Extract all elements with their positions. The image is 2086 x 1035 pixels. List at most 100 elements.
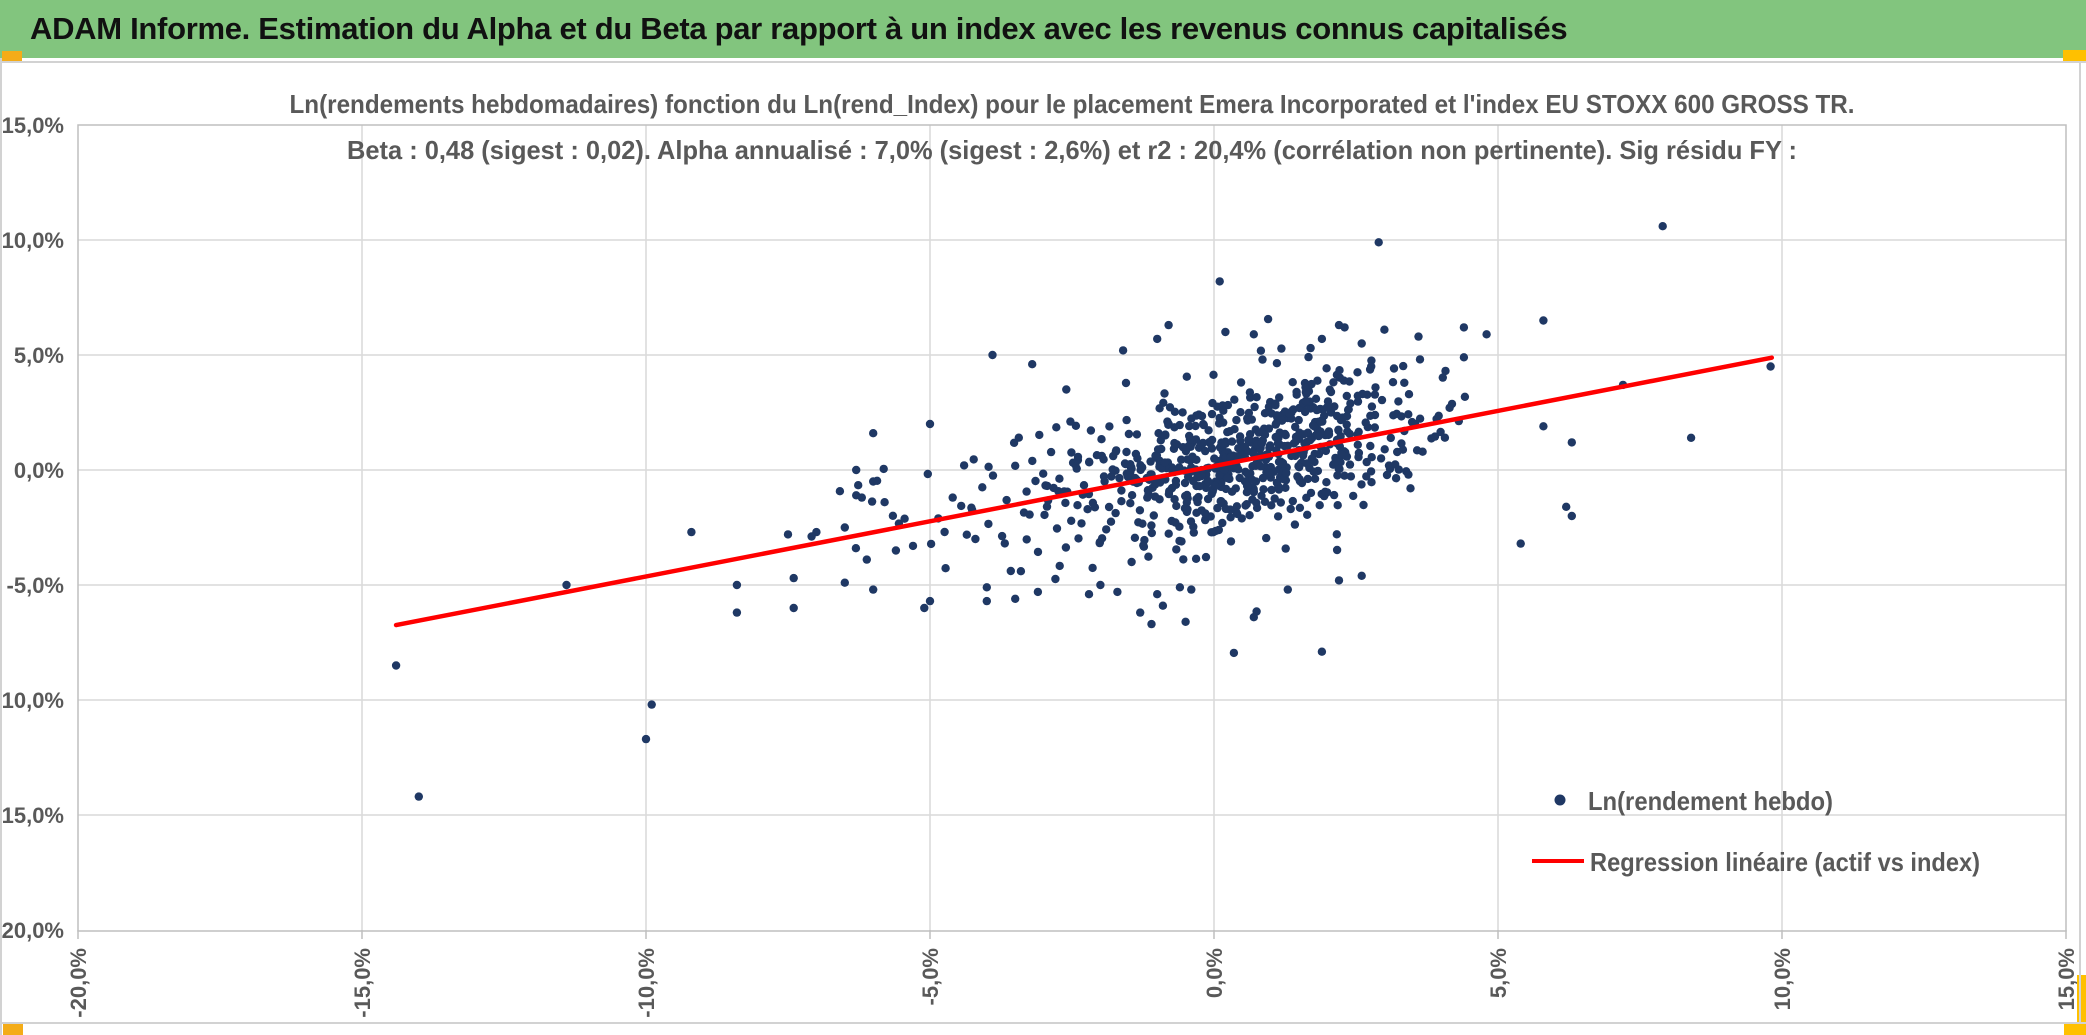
scatter-point <box>988 471 998 480</box>
scatter-point <box>1308 421 1318 430</box>
scatter-point <box>1171 518 1180 527</box>
scatter-point <box>1440 433 1450 442</box>
scatter-point <box>862 555 871 564</box>
scatter-point <box>1311 394 1321 403</box>
amber-cell-top-left <box>2 51 22 61</box>
scatter-point <box>1234 444 1243 453</box>
legend-label-regression: Regression linéaire (actif vs index) <box>1590 847 1980 877</box>
scatter-point <box>1359 500 1368 510</box>
scatter-point <box>1274 485 1284 494</box>
scatter-point <box>1144 552 1153 561</box>
scatter-point <box>1011 594 1020 603</box>
scatter-point <box>1391 460 1400 469</box>
scatter-point <box>1256 462 1265 471</box>
scatter-point <box>1323 402 1332 412</box>
scatter-point <box>988 350 997 360</box>
scatter-point <box>1221 504 1231 514</box>
scatter-point <box>851 544 861 553</box>
scatter-point <box>1357 480 1366 489</box>
scatter-point <box>1180 504 1190 513</box>
scatter-point <box>1236 436 1245 445</box>
scatter-point <box>1258 473 1268 483</box>
scatter-point <box>1147 528 1157 538</box>
scatter-point <box>1028 360 1037 369</box>
legend-item-scatter[interactable]: Ln(rendement hebdo) <box>1554 786 1834 816</box>
scatter-point <box>1249 487 1259 497</box>
scatter-point <box>1040 510 1049 520</box>
scatter-point <box>925 419 935 429</box>
scatter-point <box>854 481 863 490</box>
scatter-point <box>1111 447 1121 456</box>
y-axis-tick-label: 15,0% <box>2 113 64 138</box>
scatter-point <box>1188 452 1197 461</box>
scatter-point <box>1186 517 1196 526</box>
scatter-point <box>1367 453 1376 462</box>
scatter-point <box>1344 405 1353 414</box>
scatter-point <box>1236 378 1246 387</box>
scatter-point <box>1092 451 1102 460</box>
scatter-point <box>1288 496 1298 506</box>
scatter-point <box>1127 557 1136 567</box>
plot-border <box>77 124 2067 932</box>
scatter-point <box>1096 580 1105 590</box>
scatter-point <box>1205 438 1215 448</box>
scatter-point <box>562 580 571 590</box>
scatter-point <box>1766 362 1775 371</box>
scatter-point <box>1160 458 1170 467</box>
scatter-point <box>1306 343 1315 353</box>
scatter-point <box>1345 460 1355 469</box>
scatter-point <box>1404 390 1414 399</box>
scatter-point <box>1220 465 1229 474</box>
scatter-point <box>1263 314 1273 324</box>
scatter-point <box>1215 471 1224 480</box>
scatter-point <box>1126 468 1135 477</box>
scatter-point <box>1376 454 1386 463</box>
scatter-point <box>1248 475 1257 484</box>
scatter-point <box>1377 395 1387 405</box>
scatter-point <box>1686 433 1696 442</box>
scatter-point <box>1160 389 1169 398</box>
scatter-point <box>1281 431 1290 440</box>
scatter-point <box>1332 530 1342 539</box>
scatter-point <box>1388 378 1398 387</box>
legend-item-regression[interactable]: Regression linéaire (actif vs index) <box>1532 847 1980 877</box>
scatter-point <box>1230 395 1239 404</box>
plot-area[interactable] <box>78 125 2066 931</box>
scatter-point <box>1126 499 1135 508</box>
scatter-point <box>1147 521 1156 530</box>
scatter-point <box>1357 339 1366 348</box>
scatter-point <box>1209 370 1218 379</box>
x-axis-tick-label: 15,0% <box>2054 948 2079 1010</box>
scatter-point <box>1073 452 1083 462</box>
scatter-point <box>1340 323 1349 332</box>
scatter-point <box>1362 472 1371 481</box>
y-axis-tick-label: -15,0% <box>0 803 64 828</box>
scatter-point <box>1079 481 1089 490</box>
scatter-point <box>1197 506 1206 515</box>
scatter-point <box>1216 497 1225 506</box>
scatter-point <box>1415 355 1425 364</box>
scatter-point <box>1252 393 1261 402</box>
scatter-point <box>1199 419 1208 429</box>
scatter-point <box>1215 277 1224 286</box>
scatter-point <box>926 539 936 549</box>
scatter-point <box>1400 378 1409 387</box>
scatter-point <box>1334 464 1343 473</box>
scatter-point <box>1146 457 1155 466</box>
scatter-point <box>1254 428 1264 437</box>
scatter-point <box>1366 441 1375 451</box>
scatter-point <box>1181 446 1191 456</box>
scatter-point <box>1353 368 1362 377</box>
scatter-point <box>1204 426 1213 435</box>
scatter-point <box>1406 484 1415 493</box>
scatter-point <box>1380 325 1389 334</box>
scatter-point <box>1000 539 1009 548</box>
scatter-point <box>1236 408 1245 417</box>
scatter-point <box>1314 431 1323 441</box>
scatter-point <box>1229 648 1239 658</box>
scatter-point <box>1273 439 1283 448</box>
scatter-point <box>1398 445 1408 454</box>
scatter-point <box>1286 504 1295 514</box>
scatter-point <box>1061 498 1070 508</box>
